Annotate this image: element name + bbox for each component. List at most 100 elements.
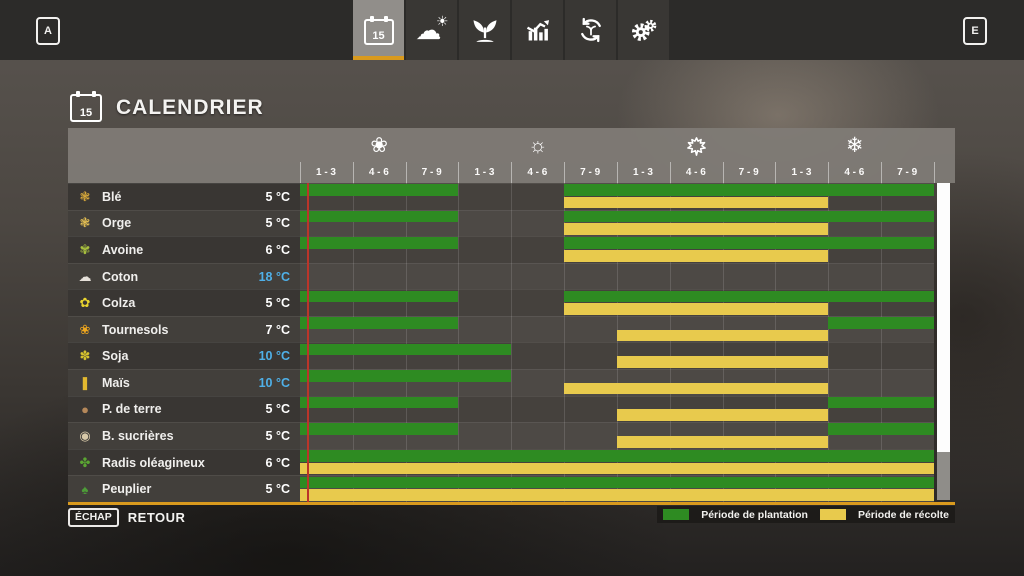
- crop-name: Maïs: [102, 375, 130, 390]
- rotation-icon: [580, 17, 601, 43]
- period-label: 7 - 9: [580, 167, 601, 178]
- barley-icon: ❃: [79, 215, 91, 231]
- harvest-period-bar: [616, 356, 829, 368]
- prev-page-keycap: A: [36, 17, 60, 45]
- tab-rotation[interactable]: [565, 0, 616, 60]
- crop-timeline: [300, 262, 934, 290]
- active-tab-underline: [353, 56, 404, 60]
- header-tick: [352, 162, 354, 183]
- back-label: RETOUR: [127, 510, 186, 525]
- soybean-icon: ✽: [79, 348, 91, 364]
- plantation-period-bar: [300, 210, 459, 223]
- plantation-period-bar: [300, 423, 459, 436]
- germination-temperature: 5 °C: [265, 216, 290, 231]
- crop-row-corn: ❚ Maïs 10 °C: [68, 369, 300, 396]
- scrollbar-track[interactable]: [937, 183, 951, 500]
- crop-name: B. sucrières: [102, 429, 174, 444]
- harvest-swatch: [819, 509, 846, 520]
- crop-name: Radis oléagineux: [102, 455, 205, 470]
- potato-icon: ●: [81, 401, 89, 417]
- scrollbar-thumb[interactable]: [937, 183, 951, 452]
- period-label: 4 - 6: [368, 167, 389, 178]
- crop-row-sugar-beet: ◉ B. sucrières 5 °C: [68, 422, 300, 449]
- oat-icon: ✾: [79, 241, 91, 257]
- plantation-period-bar: [300, 317, 459, 329]
- harvest-period-bar: [564, 196, 829, 209]
- germination-temperature: 10 °C: [258, 349, 290, 364]
- crop-row-barley: ❃ Orge 5 °C: [68, 209, 300, 237]
- tab-calendar[interactable]: 15: [353, 0, 404, 60]
- column-separator: [828, 183, 830, 502]
- crop-name: Avoine: [102, 242, 144, 257]
- tab-statistics[interactable]: [512, 0, 563, 60]
- germination-temperature: 6 °C: [265, 455, 290, 470]
- header-tick: [933, 162, 935, 183]
- canola-icon: ✿: [79, 295, 91, 311]
- sun-icon: ☼: [528, 134, 548, 157]
- next-page-keycap: E: [963, 17, 987, 45]
- back-control[interactable]: ÉCHAP RETOUR: [68, 508, 185, 527]
- column-separator: [881, 183, 883, 502]
- crop-name: Tournesols: [102, 322, 169, 337]
- header-tick: [881, 162, 883, 183]
- harvest-period-bar: [300, 489, 934, 501]
- plantation-period-bar: [300, 184, 459, 196]
- plantation-period-bar: [564, 237, 934, 249]
- plantation-period-bar: [300, 290, 459, 303]
- gears-icon: [631, 19, 656, 41]
- plantation-period-bar: [564, 184, 934, 196]
- oilseed-radish-icon: ✤: [79, 454, 91, 470]
- plantation-period-bar: [300, 370, 512, 382]
- crop-name: Colza: [102, 296, 136, 311]
- harvest-period-bar: [616, 409, 829, 422]
- tab-settings[interactable]: [618, 0, 669, 60]
- period-label: 7 - 9: [421, 167, 442, 178]
- tab-crops[interactable]: [459, 0, 510, 60]
- period-label: 1 - 3: [632, 167, 653, 178]
- plantation-period-bar: [300, 343, 512, 356]
- column-separator: [669, 183, 671, 502]
- plantation-period-bar: [300, 450, 934, 462]
- column-separator: [352, 183, 354, 502]
- calendar-icon: 15: [363, 16, 394, 45]
- escape-keycap: ÉCHAP: [68, 508, 119, 527]
- crop-row-sunflower: ❀ Tournesols 7 °C: [68, 315, 300, 343]
- period-label: 4 - 6: [844, 167, 865, 178]
- wheat-icon: ❃: [79, 188, 91, 204]
- germination-temperature: 5 °C: [265, 402, 290, 417]
- plantation-period-bar: [828, 423, 934, 436]
- current-day-marker: [307, 183, 309, 502]
- crop-name: Orge: [102, 216, 132, 231]
- period-label: 1 - 3: [315, 167, 336, 178]
- sunflower-icon: ❀: [79, 321, 91, 337]
- crop-row-potato: ● P. de terre 5 °C: [68, 395, 300, 423]
- crop-row-wheat: ❃ Blé 5 °C: [68, 183, 300, 210]
- header-tick: [405, 162, 407, 183]
- seedling-icon: [473, 20, 496, 42]
- header-tick: [458, 162, 460, 183]
- crop-name: P. de terre: [102, 402, 162, 417]
- harvest-period-bar: [616, 329, 829, 342]
- statistics-icon: [526, 20, 549, 41]
- column-separator: [564, 183, 566, 502]
- plantation-period-bar: [300, 396, 459, 409]
- poplar-icon: ♠: [81, 481, 89, 497]
- tab-weather[interactable]: ☀ ☁: [406, 0, 457, 60]
- plantation-period-bar: [564, 210, 934, 223]
- header-tick: [511, 162, 513, 183]
- column-separator: [616, 183, 618, 502]
- crop-row-oat: ✾ Avoine 6 °C: [68, 236, 300, 263]
- menu-tabs: 15 ☀ ☁: [353, 0, 671, 60]
- top-navigation-bar: A E 15 ☀ ☁: [0, 0, 1024, 60]
- plantation-period-bar: [828, 396, 934, 409]
- header-tick: [722, 162, 724, 183]
- legend: Période de plantation Période de récolte: [657, 506, 955, 523]
- crop-name: Blé: [102, 189, 122, 204]
- weather-icon: ☀ ☁: [415, 13, 449, 45]
- germination-temperature: 5 °C: [265, 429, 290, 444]
- flower-icon: ❀: [370, 134, 389, 157]
- panel-bottom-accent: [68, 502, 955, 505]
- germination-temperature: 5 °C: [265, 482, 290, 497]
- corn-icon: ❚: [79, 374, 91, 390]
- germination-temperature: 18 °C: [258, 269, 290, 284]
